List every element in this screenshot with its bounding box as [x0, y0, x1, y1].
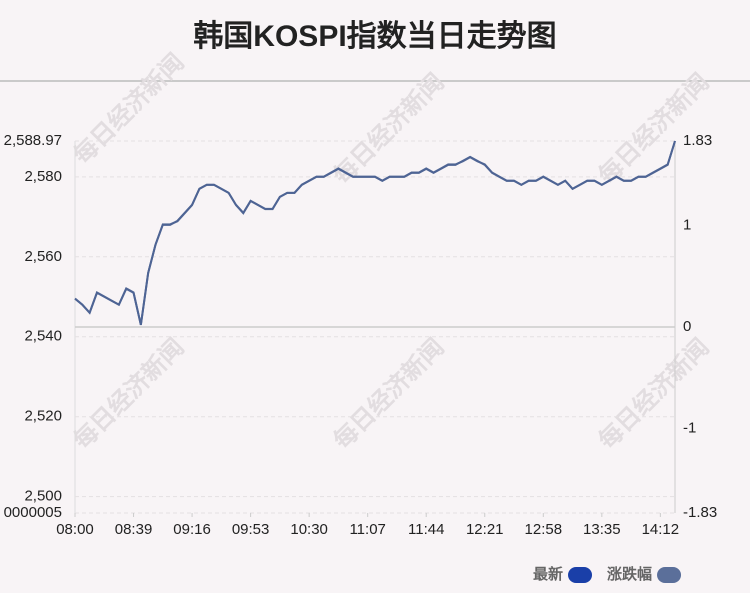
- y2-tick-label: -1: [683, 420, 696, 437]
- x-tick-label: 12:58: [525, 521, 563, 538]
- x-tick-label: 11:07: [349, 521, 385, 538]
- y-tick-label: 0000005: [4, 504, 62, 521]
- y2-tick-label: 1: [683, 216, 691, 233]
- watermark: 每日经济新闻: [68, 48, 190, 170]
- legend-label: 涨跌幅: [607, 565, 652, 583]
- x-tick-label: 08:00: [56, 521, 94, 538]
- x-tick-label: 13:35: [583, 521, 621, 538]
- y-tick-label: 2,560: [24, 248, 62, 265]
- y-tick-label: 2,500: [24, 488, 62, 505]
- watermark: 每日经济新闻: [68, 333, 190, 455]
- legend-swatch: [657, 567, 682, 583]
- y-tick-label: 2,540: [24, 328, 62, 345]
- x-tick-label: 12:21: [466, 521, 504, 538]
- y2-tick-label: 0: [683, 318, 691, 335]
- watermark: 每日经济新闻: [328, 333, 450, 455]
- x-tick-label: 14:12: [642, 521, 680, 538]
- legend-label: 最新: [533, 565, 563, 583]
- x-tick-label: 09:16: [173, 521, 211, 538]
- y2-tick-label: -1.83: [683, 504, 717, 521]
- x-tick-label: 08:39: [115, 521, 153, 538]
- legend-swatch: [568, 567, 593, 583]
- y2-tick-label: 1.83: [683, 132, 712, 149]
- x-tick-label: 10:30: [290, 521, 328, 538]
- chart-title: 韩国KOSPI指数当日走势图: [193, 20, 556, 53]
- x-tick-label: 09:53: [232, 521, 270, 538]
- price-line: [74, 140, 676, 326]
- y-tick-label: 2,580: [24, 168, 62, 185]
- y-tick-label: 2,520: [24, 408, 62, 425]
- x-tick-label: 11:44: [408, 521, 444, 538]
- y-tick-label: 2,588.97: [4, 132, 62, 149]
- price-line: [74, 140, 676, 325]
- watermark: 每日经济新闻: [593, 333, 715, 455]
